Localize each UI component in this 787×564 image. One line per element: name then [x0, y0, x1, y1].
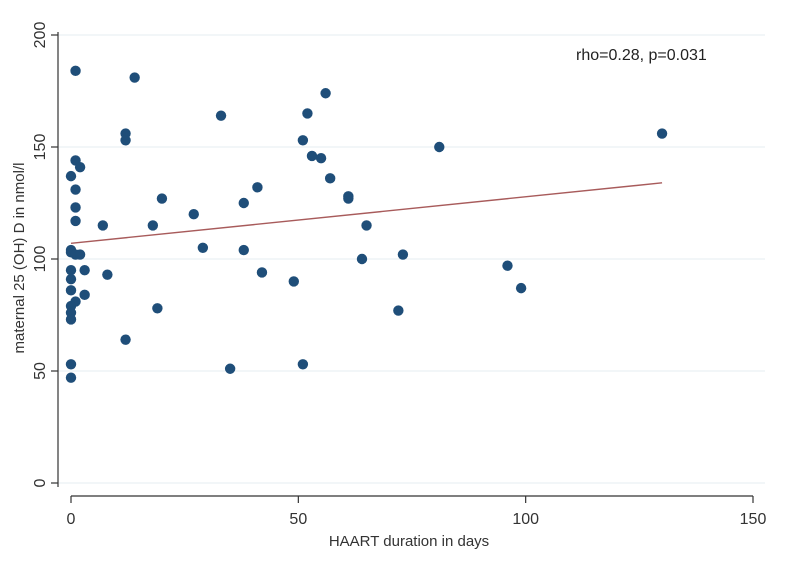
data-point — [356, 253, 368, 265]
data-point — [361, 220, 372, 231]
data-point — [70, 202, 81, 213]
fit-line-group — [70, 182, 663, 245]
data-point — [297, 135, 309, 146]
data-point — [97, 220, 109, 231]
data-point — [65, 170, 77, 182]
data-point — [65, 359, 77, 370]
data-point — [65, 372, 77, 383]
data-point — [224, 363, 236, 374]
y-tick-label: 100 — [32, 246, 49, 273]
data-point — [65, 314, 77, 325]
x-tick-label: 50 — [289, 511, 307, 528]
data-point — [70, 65, 81, 77]
data-point — [79, 265, 90, 276]
data-point — [393, 305, 404, 316]
data-point — [434, 141, 445, 153]
data-point — [102, 269, 113, 280]
data-point — [79, 289, 90, 301]
x-axis-title: HAART duration in days — [329, 533, 489, 550]
data-point — [65, 265, 77, 276]
data-point — [188, 209, 199, 220]
data-point — [238, 197, 249, 209]
x-tick-label: 100 — [512, 511, 539, 528]
data-point — [306, 150, 318, 162]
x-tick-label: 0 — [67, 511, 76, 528]
data-point — [147, 220, 159, 231]
data-point — [515, 282, 527, 294]
data-point — [302, 108, 313, 119]
y-tick-label: 200 — [32, 22, 49, 49]
data-point — [252, 182, 263, 193]
data-point — [70, 215, 81, 227]
data-point — [297, 359, 309, 370]
y-axis-title: maternal 25 (OH) D in nmol/l — [11, 163, 28, 354]
data-point — [397, 249, 409, 260]
data-point — [288, 276, 299, 287]
plot-frame — [57, 32, 753, 497]
x-tick-label: 150 — [740, 511, 767, 528]
data-point — [70, 184, 81, 195]
axis-ticks: 0 50 100 150 200 0 50 100 150 — [32, 22, 766, 528]
data-point — [502, 260, 513, 271]
data-point — [215, 110, 227, 121]
data-point — [129, 72, 140, 83]
gridlines — [58, 34, 765, 484]
data-point — [74, 249, 86, 260]
data-point — [324, 173, 336, 184]
data-point — [74, 161, 86, 173]
y-tick-label: 0 — [32, 478, 49, 487]
data-point — [65, 273, 77, 285]
data-point — [238, 244, 249, 256]
data-point — [120, 135, 131, 146]
y-tick-label: 50 — [32, 362, 49, 380]
data-point — [156, 193, 168, 204]
y-tick-label: 150 — [32, 134, 49, 161]
data-point — [120, 334, 131, 345]
correlation-annotation: rho=0.28, p=0.031 — [576, 47, 707, 64]
data-point — [656, 128, 668, 139]
fit-line — [70, 182, 663, 245]
data-point — [152, 303, 163, 314]
data-points — [65, 65, 668, 383]
data-point — [256, 267, 268, 278]
data-point — [343, 193, 354, 204]
data-point — [315, 153, 327, 164]
data-point — [65, 285, 77, 296]
data-point — [320, 88, 331, 99]
data-point — [197, 242, 209, 253]
